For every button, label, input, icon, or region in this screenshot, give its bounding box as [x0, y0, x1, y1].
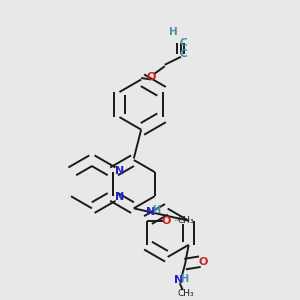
Text: H: H — [180, 274, 188, 284]
Text: CH₃: CH₃ — [177, 216, 194, 225]
Text: O: O — [147, 72, 156, 82]
Text: methoxy: methoxy — [175, 220, 181, 221]
Text: N: N — [146, 207, 155, 217]
Text: C: C — [179, 50, 187, 59]
Text: N: N — [115, 166, 124, 176]
Text: H: H — [152, 205, 160, 215]
Text: N: N — [174, 275, 183, 285]
Text: N: N — [115, 192, 124, 202]
Text: CH₃: CH₃ — [177, 289, 194, 298]
Text: C: C — [179, 38, 187, 48]
Text: O: O — [161, 216, 171, 226]
Text: O: O — [198, 257, 208, 267]
Text: H: H — [169, 27, 178, 37]
